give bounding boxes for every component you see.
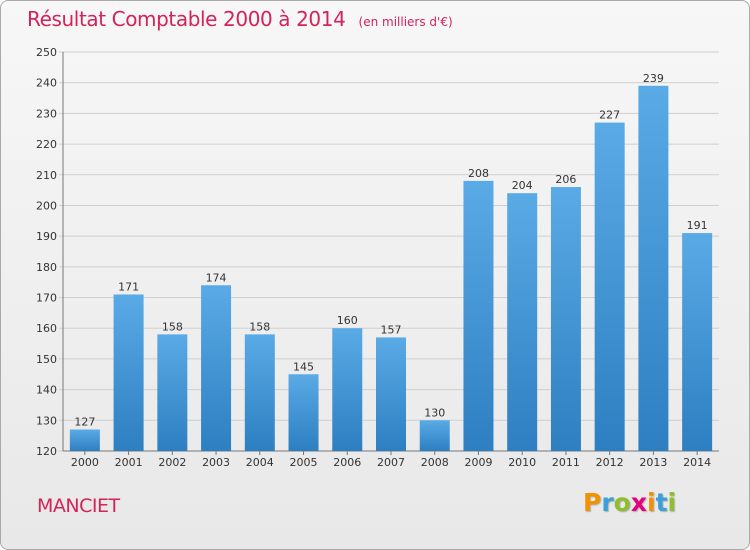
y-tick-label: 160 <box>36 322 57 335</box>
bar <box>463 180 494 451</box>
data-label: 127 <box>74 416 95 429</box>
chart-title: Résultat Comptable 2000 à 2014 <box>27 7 346 31</box>
y-tick-label: 120 <box>36 445 57 458</box>
x-tick-label: 2011 <box>552 456 580 469</box>
y-tick-label: 140 <box>36 384 57 397</box>
x-tick-label: 2001 <box>115 456 143 469</box>
bar <box>113 294 144 451</box>
y-tick-label: 220 <box>36 138 57 151</box>
logo-letter: r <box>601 488 614 517</box>
bar <box>507 193 538 451</box>
data-label: 130 <box>424 406 445 419</box>
bar <box>594 122 625 451</box>
x-tick-label: 2002 <box>158 456 186 469</box>
y-axis: 120 130 140 150 160 170 180 190 200 210 220 230 240 2… <box>36 46 719 458</box>
y-tick-label: 150 <box>36 353 57 366</box>
x-tick-label: 2003 <box>202 456 230 469</box>
y-tick-label: 190 <box>36 230 57 243</box>
bar <box>376 337 406 451</box>
x-tick-label: 2012 <box>596 456 624 469</box>
logo-letter: P <box>583 488 602 517</box>
y-tick-label: 240 <box>36 77 57 90</box>
x-tick-label: 2005 <box>290 456 318 469</box>
logo-letter: i <box>667 488 677 517</box>
logo-letter: x <box>630 488 647 517</box>
data-label: 191 <box>687 219 708 232</box>
location-label: MANCIET <box>37 495 120 517</box>
data-label: 206 <box>555 173 576 186</box>
data-label: 145 <box>293 360 314 373</box>
bar <box>419 420 450 451</box>
bar <box>550 187 581 452</box>
y-tick-label: 200 <box>36 199 57 212</box>
x-tick-label: 2008 <box>421 456 449 469</box>
data-label: 171 <box>118 280 139 293</box>
data-label: 204 <box>512 179 533 192</box>
x-axis: 2000 2001 2002 2003 2004 2005 2006 2007 2008 2009… <box>71 451 711 469</box>
title-row: Résultat Comptable 2000 à 2014 (en milli… <box>27 7 453 31</box>
x-tick-label: 2007 <box>377 456 405 469</box>
bar <box>288 374 319 451</box>
x-tick-label: 2013 <box>639 456 667 469</box>
data-label: 227 <box>599 109 620 122</box>
chart-subtitle: (en milliers d'€) <box>358 15 453 29</box>
bar <box>69 429 100 451</box>
data-label: 174 <box>206 271 227 284</box>
y-tick-label: 130 <box>36 414 57 427</box>
y-tick-label: 210 <box>36 169 57 182</box>
data-label: 160 <box>337 314 358 327</box>
data-labels: 127 171 158 174 158 145 160 157 130 208 204 206 227 2… <box>74 72 707 429</box>
data-label: 158 <box>249 320 270 333</box>
y-tick-label: 170 <box>36 292 57 305</box>
logo-letter: t <box>655 488 668 517</box>
bar <box>244 334 275 451</box>
x-tick-label: 2006 <box>333 456 361 469</box>
proxiti-logo: Proxiti <box>583 488 676 517</box>
x-tick-label: 2009 <box>464 456 492 469</box>
x-tick-label: 2000 <box>71 456 99 469</box>
x-tick-label: 2014 <box>683 456 711 469</box>
data-label: 157 <box>381 323 402 336</box>
logo-letter: o <box>613 488 631 517</box>
logo-letter: i <box>647 488 656 517</box>
bars <box>69 85 713 452</box>
y-tick-label: 250 <box>36 46 57 59</box>
bar <box>638 85 669 451</box>
y-tick-label: 230 <box>36 107 57 120</box>
y-tick-label: 180 <box>36 261 57 274</box>
bar <box>201 285 232 451</box>
bar <box>157 334 188 451</box>
x-tick-label: 2010 <box>508 456 536 469</box>
bar <box>332 328 363 451</box>
x-tick-label: 2004 <box>246 456 274 469</box>
bar <box>682 233 713 451</box>
data-label: 208 <box>468 167 489 180</box>
data-label: 158 <box>162 320 183 333</box>
data-label: 239 <box>643 72 664 85</box>
